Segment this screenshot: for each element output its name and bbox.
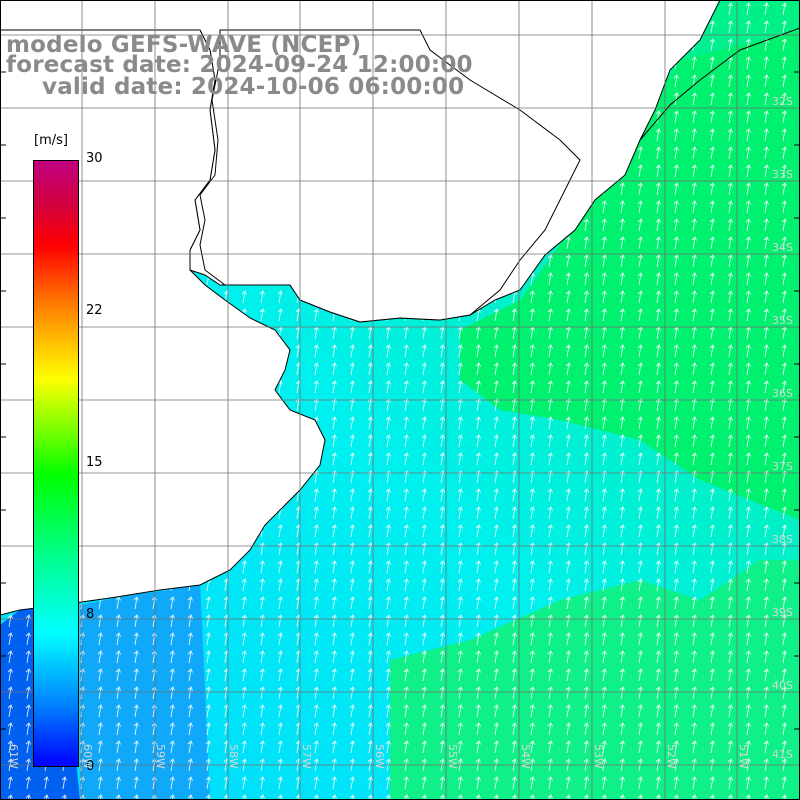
lon-label: 56W — [373, 744, 386, 769]
lat-label: 38S — [772, 533, 793, 546]
lat-label: 37S — [772, 460, 793, 473]
lat-label: 34S — [772, 241, 793, 254]
lon-label: 52W — [665, 744, 678, 769]
coast-northeast — [639, 27, 800, 141]
lon-label: 59W — [154, 744, 167, 769]
legend-tick-label: 22 — [86, 303, 103, 318]
lon-label: 60W — [81, 744, 94, 769]
color-scale-bar — [33, 160, 79, 767]
lon-label: 57W — [300, 744, 313, 769]
lat-label: 41S — [772, 748, 793, 761]
lat-label: 39S — [772, 606, 793, 619]
legend-tick-label: 15 — [86, 455, 103, 470]
legend-tick-label: 0 — [86, 759, 95, 774]
lat-label: 33S — [772, 168, 793, 181]
title-valid-date: valid date: 2024-10-06 06:00:00 — [42, 74, 465, 100]
lon-label: 58W — [227, 744, 240, 769]
lon-label: 55W — [446, 744, 459, 769]
lat-label: 36S — [772, 387, 793, 400]
title-forecast-date: forecast date: 2024-09-24 12:00:00 — [6, 52, 473, 78]
land-uruguay-interior — [199, 29, 581, 323]
lon-label: 51W — [737, 744, 750, 769]
lat-label: 32S — [772, 95, 793, 108]
land-argentina-buenos-aires — [0, 29, 326, 616]
legend-tick-label: 8 — [86, 607, 95, 622]
lon-label: 53W — [592, 744, 605, 769]
legend-tick-label: 30 — [86, 151, 103, 166]
legend-unit: [m/s] — [34, 133, 68, 148]
lat-label: 40S — [772, 679, 793, 692]
lat-label: 35S — [772, 314, 793, 327]
lon-label: 54W — [519, 744, 532, 769]
title-model: modelo GEFS-WAVE (NCEP) — [6, 32, 362, 58]
lon-label: 61W — [7, 744, 20, 769]
